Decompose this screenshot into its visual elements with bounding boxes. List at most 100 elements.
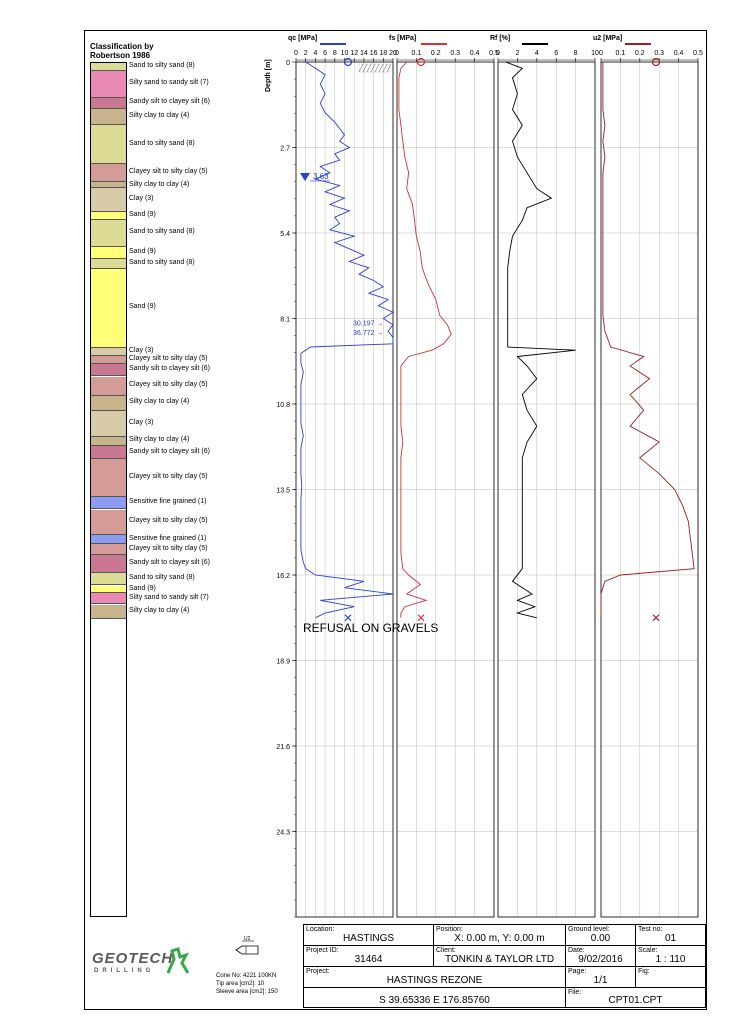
classification-layer [91, 70, 126, 98]
classification-layer [91, 395, 126, 412]
x-tick-label: 0.4 [470, 50, 480, 57]
position-value: X: 0.00 m, Y: 0.00 m [454, 933, 545, 944]
cell-scale: Scale: 1 : 110 [635, 945, 706, 967]
ground-marker-icon [416, 57, 426, 67]
off-scale-label: 30.197 → [353, 320, 383, 327]
classification-layer [91, 604, 126, 619]
classification-layer-label: Sand to silty sand (8) [129, 62, 195, 69]
panel-title: qc [MPa] [288, 35, 317, 42]
panel-frame [396, 61, 495, 918]
classification-layer-label: Silty clay to clay (4) [129, 111, 190, 119]
x-tick-label: 0.2 [635, 50, 645, 57]
page-value: 1/1 [593, 975, 608, 986]
x-tick-label: 0.5 [489, 50, 499, 57]
classification-layer-label: Clay (3) [129, 194, 154, 202]
classification-layer-label: Sand to silty sand (8) [129, 139, 195, 147]
y-tick-label: 24.3 [276, 830, 290, 837]
classification-layer [91, 436, 126, 447]
tip-area: Tip area [cm2]: 10 [216, 981, 265, 987]
cell-fig: Fig: [635, 966, 706, 988]
classification-layer-label: Clayey silt to silty clay (5) [129, 381, 208, 388]
test-value: 01 [664, 933, 677, 944]
x-tick-label: 2 [515, 50, 519, 57]
classification-layer [91, 585, 126, 594]
classification-title: Classification by Robertson 1986 [90, 42, 154, 60]
series-line [300, 61, 394, 619]
classification-layer-label: Clay (3) [129, 347, 154, 354]
hatch-line [378, 63, 384, 73]
classification-layer [91, 124, 126, 165]
classification-layer-label: Silty clay to clay (4) [129, 606, 190, 614]
hatch-line [382, 63, 388, 73]
x-tick-label: 8 [333, 50, 337, 57]
series-line [398, 61, 452, 618]
refusal-cross-icon [344, 614, 352, 622]
x-tick-label: 0.4 [674, 50, 684, 57]
position-label: Position: [436, 926, 463, 933]
classification-layer-label: Silty sand to sandy silt (7) [129, 79, 209, 87]
classification-layer-label: Clayey silt to silty clay (5) [129, 472, 208, 480]
classification-layer-label: Silty sand to sandy silt (7) [129, 593, 209, 601]
logo-figure-icon [166, 947, 190, 974]
cell-location: Location: HASTINGS [303, 924, 434, 946]
classification-layer [91, 188, 126, 212]
ground-value: 0.00 [590, 933, 611, 944]
client-value: TONKIN & TAYLOR LTD [444, 954, 555, 965]
ground-label: Ground level: [568, 926, 610, 933]
project-id-label: Project ID: [306, 947, 339, 954]
classification-layer [91, 411, 126, 437]
classification-layer [91, 572, 126, 586]
water-level-label: 3.63 [313, 172, 329, 181]
y-tick-label: 5.4 [280, 231, 290, 238]
classification-layer-label: Clayey silt to silty clay (5) [129, 544, 208, 552]
panel-frame [497, 61, 596, 918]
classification-layer-label: Sensitive fine grained (1) [129, 498, 207, 506]
cell-position: Position: X: 0.00 m, Y: 0.00 m [433, 924, 566, 946]
file-value: CPT01.CPT [608, 995, 663, 1006]
y-tick-label: 13.5 [276, 488, 290, 495]
classification-layer-label: Clay (3) [129, 419, 154, 426]
classification-layer [91, 348, 126, 356]
classification-layer [91, 219, 126, 247]
classification-layer-label: Sandy silt to clayey silt (6) [129, 559, 210, 567]
company-logo-sub: DRILLING [94, 968, 155, 974]
refusal-cross-icon [417, 614, 425, 622]
classification-layer-label: Clayey silt to silty clay (5) [129, 354, 208, 362]
x-tick-label: 16 [370, 50, 378, 57]
classification-layer-label: Sandy silt to clayey silt (6) [129, 98, 210, 106]
ground-marker-icon [651, 57, 661, 67]
hatch-line [386, 63, 392, 73]
x-tick-label: 0.5 [693, 50, 703, 57]
x-tick-label: 0 [395, 50, 399, 57]
x-tick-label: 6 [554, 50, 558, 57]
file-label: File: [568, 989, 582, 996]
x-tick-label: 18 [379, 50, 387, 57]
location-value: HASTINGS [342, 933, 395, 944]
classification-layer [91, 555, 126, 573]
date-label: Date: [568, 947, 585, 954]
classification-layer [91, 259, 126, 269]
classification-layer [91, 164, 126, 182]
chart-panel-3: 0 0.1 0.2 0.3 0.4 0.5 u2 [MPa] [593, 35, 703, 918]
chart-panel-2: 0 2 4 6 8 10 Rf [%] [490, 35, 599, 918]
classification-layer [91, 268, 126, 348]
chart-panel-1: 0 0.1 0.2 0.3 0.4 0.5 fs [MPa] [389, 35, 499, 918]
classification-layer [91, 509, 126, 535]
classification-layer-label: Sand (9) [129, 248, 156, 255]
page-frame [84, 30, 707, 1010]
sleeve-area: Sleeve area [cm2]: 150 [216, 989, 278, 995]
classification-layer-label: Sandy silt to clayey silt (6) [129, 447, 210, 455]
classification-layer-label: Sand (9) [129, 210, 156, 218]
classification-layer-label: Sand (9) [129, 303, 156, 311]
cone-info: Cone No: 4221 100KN Tip area [cm2]: 10 S… [216, 972, 278, 996]
x-tick-label: 2 [304, 50, 308, 57]
classification-layer [91, 593, 126, 605]
hatch-line [370, 63, 376, 73]
classification-layer [91, 458, 126, 497]
date-value: 9/02/2016 [578, 954, 623, 965]
x-tick-label: 4 [313, 50, 317, 57]
y-tick-label: 0 [286, 60, 290, 67]
location-label: Location: [306, 926, 335, 933]
